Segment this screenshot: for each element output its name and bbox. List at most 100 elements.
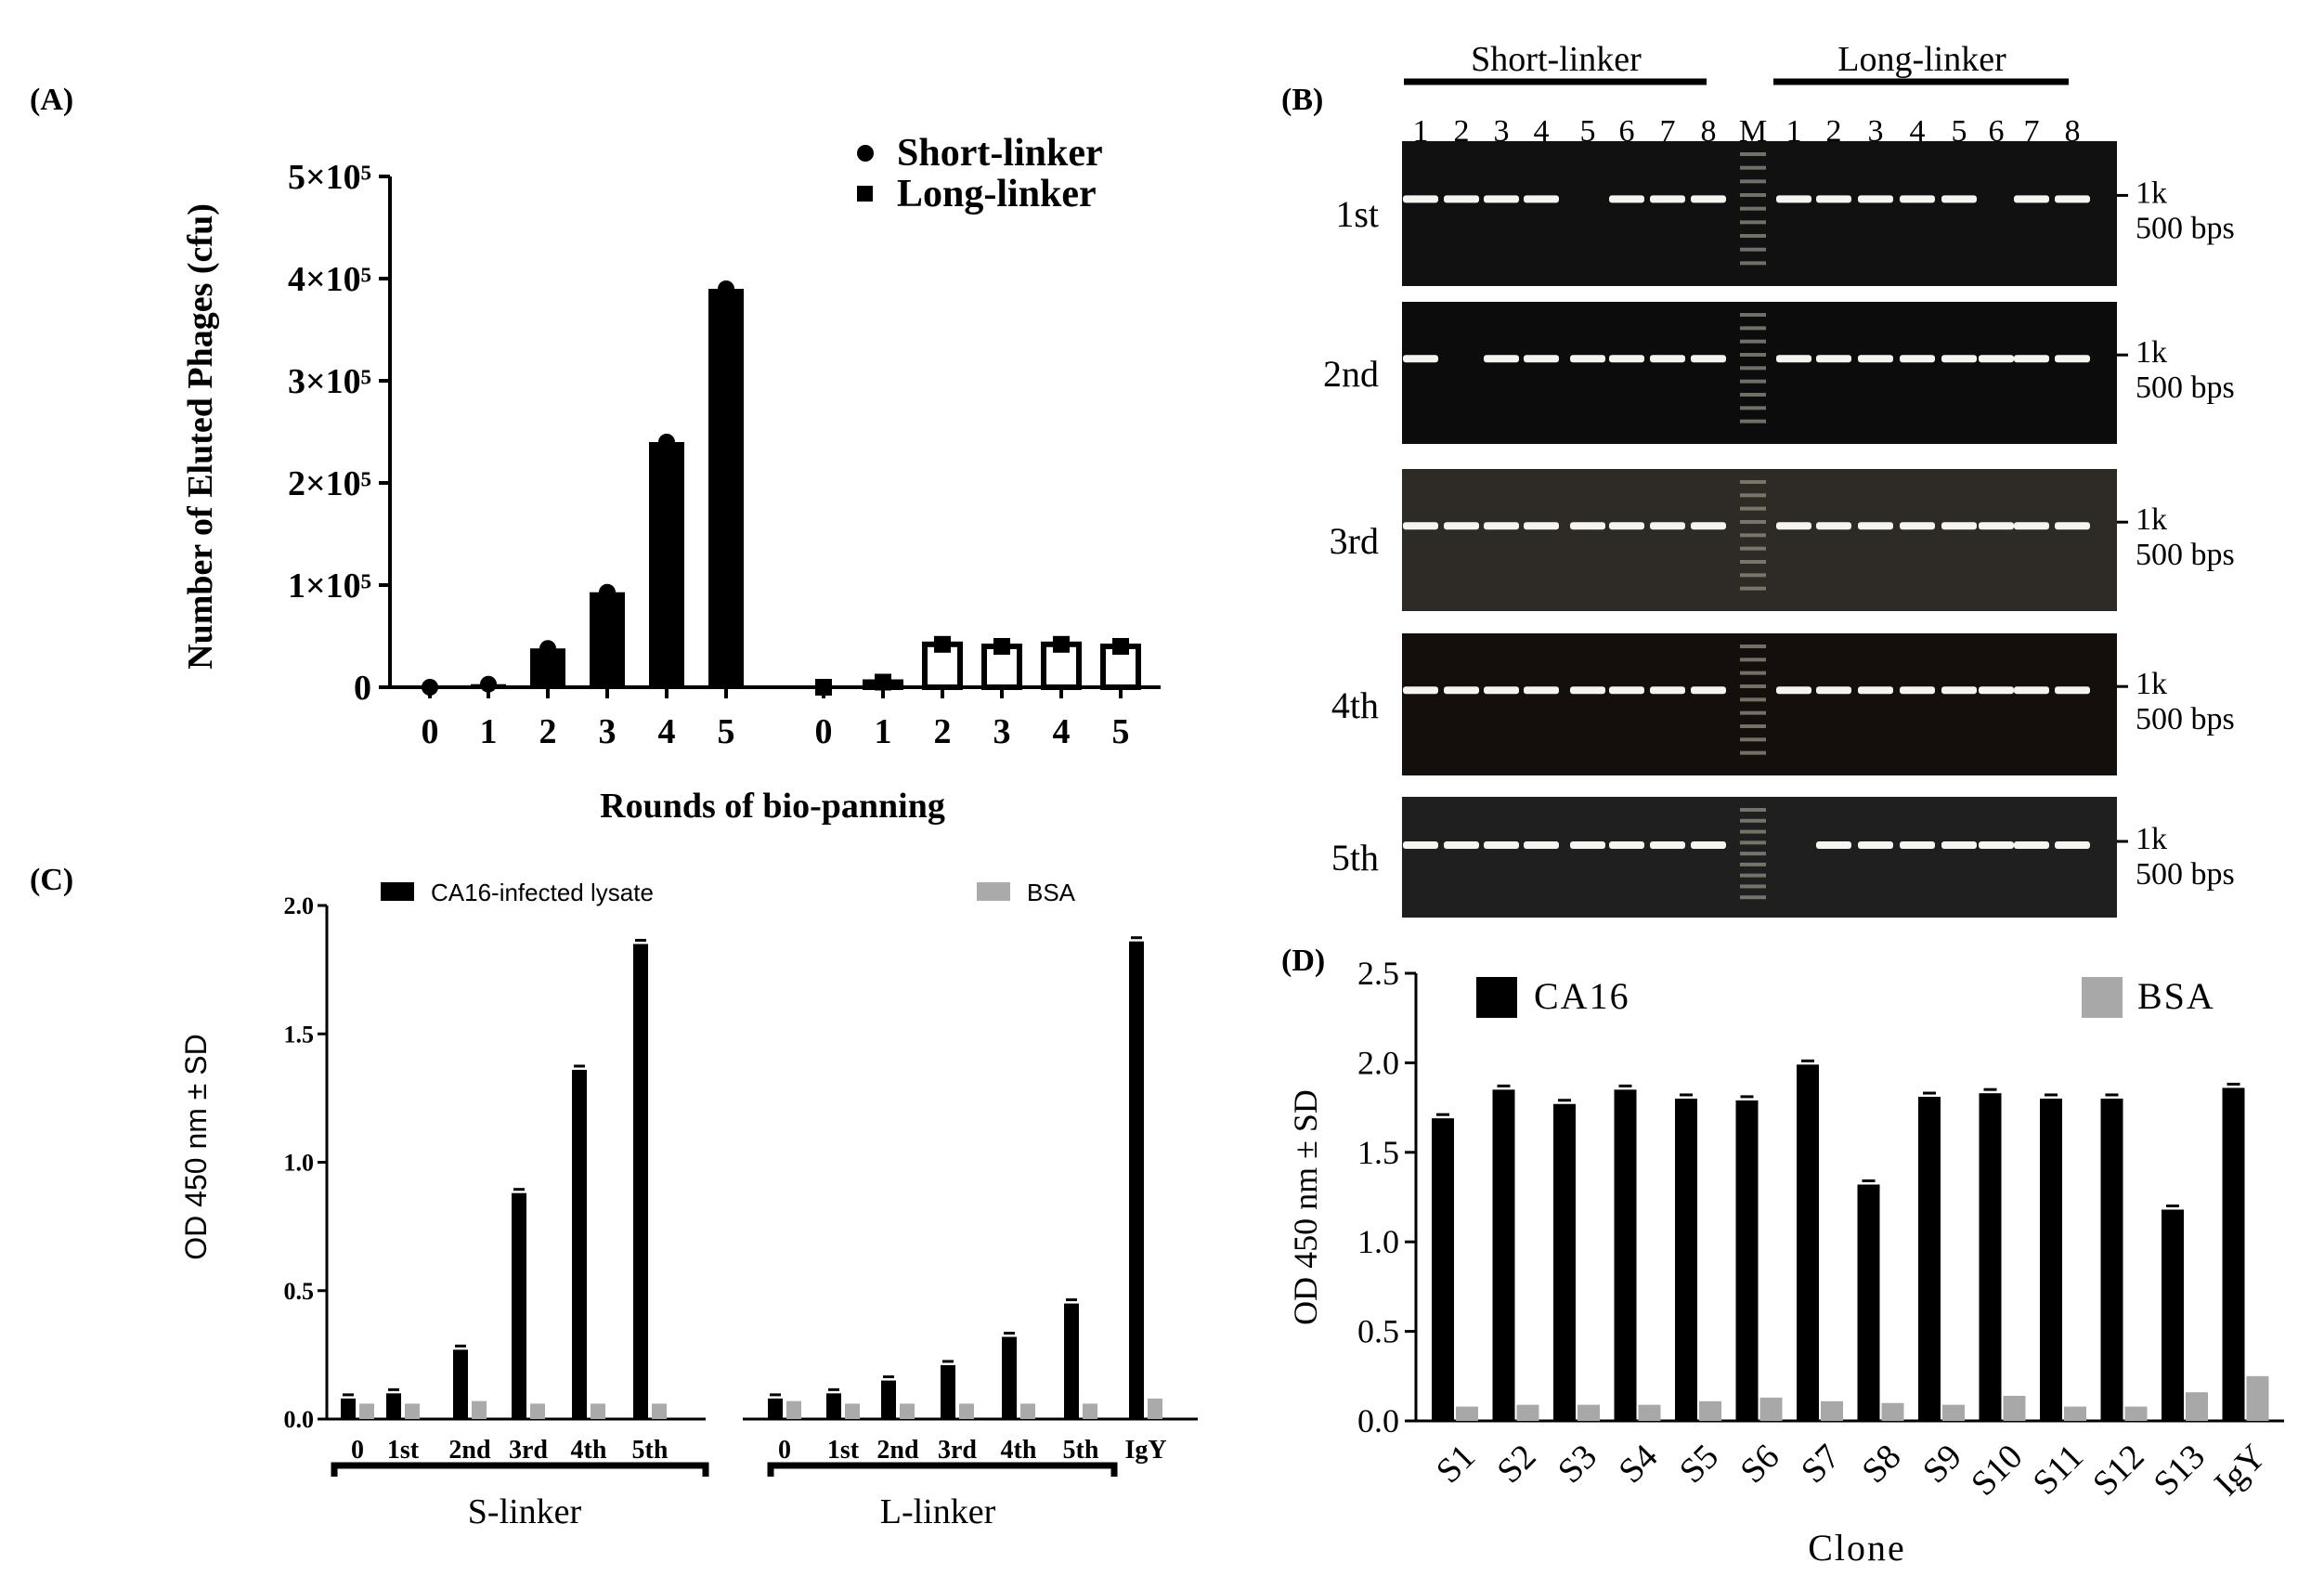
point-long-linker [934, 635, 951, 653]
marker-ladder-band [1740, 152, 1766, 156]
marker-ladder-band [1740, 852, 1766, 856]
marker-ladder-band [1740, 493, 1766, 498]
dna-band [1484, 522, 1519, 530]
dna-band [1484, 355, 1519, 363]
marker-ladder-band [1740, 247, 1766, 252]
point-long-linker [875, 673, 891, 691]
panel-b-label: (B) [1281, 83, 1323, 117]
x-tick-label: 1st [827, 1436, 860, 1465]
bar-bsa [530, 1403, 545, 1419]
dna-band [2014, 686, 2049, 695]
bar-bsa [405, 1403, 420, 1419]
dna-band [1570, 841, 1605, 849]
dna-band [2055, 195, 2090, 203]
y-tick-label: 0.5 [1357, 1313, 1399, 1350]
dna-band [1776, 686, 1811, 695]
dna-band [1609, 195, 1644, 203]
x-tick-label: 4 [1053, 712, 1071, 751]
legend-ca16-lysate-label: CA16-infected lysate [431, 879, 654, 906]
marker-500bps-label: 500 bps [2136, 857, 2235, 892]
dna-band [1691, 841, 1726, 849]
x-tick-label: 2 [539, 712, 557, 751]
bar-bsa [959, 1403, 974, 1419]
marker-1k-label: 1k [2136, 335, 2167, 370]
dna-band [2055, 841, 2090, 849]
dna-band [1570, 522, 1605, 530]
group-l-linker-label: L-linker [880, 1492, 996, 1531]
legend-ca16-lysate-swatch [381, 882, 414, 901]
bar-bsa [1020, 1403, 1035, 1419]
gel-row-label: 2nd [1323, 353, 1379, 395]
dna-band [1444, 686, 1479, 695]
y-tick-label: 1.0 [284, 1150, 315, 1177]
gel-lane-label: 5 [1580, 114, 1596, 149]
dna-band [1570, 355, 1605, 363]
dna-band [1609, 686, 1644, 695]
y-tick-label: 1.5 [284, 1021, 315, 1048]
panel-d-y-axis-label: OD 450 nm ± SD [1287, 1089, 1324, 1325]
dna-band [1816, 522, 1851, 530]
marker-ladder-band [1740, 884, 1766, 889]
gel-lane-label: 7 [1660, 114, 1676, 149]
bar-ca16-lysate [572, 1069, 587, 1419]
marker-ladder-band [1740, 750, 1766, 755]
bar-ca16 [2162, 1209, 2184, 1421]
bar-ca16-lysate [341, 1398, 356, 1419]
legend-bsa-swatch [2082, 977, 2123, 1018]
x-tick-label: 5th [1063, 1436, 1099, 1465]
y-tick-label: 2.0 [284, 892, 315, 919]
legend-ca16-label: CA16 [1534, 975, 1630, 1017]
panel-c-label: (C) [30, 863, 73, 897]
gel-row-5 [1402, 797, 2117, 918]
dna-band [1858, 841, 1893, 849]
marker-500bps-label: 500 bps [2136, 538, 2235, 572]
dna-band [1444, 522, 1479, 530]
bar-bsa [1821, 1400, 1843, 1421]
marker-ladder-band [1740, 179, 1766, 184]
gel-lane-label: 2 [1454, 114, 1470, 149]
bar-ca16 [2100, 1098, 2123, 1421]
marker-ladder-band [1740, 313, 1766, 317]
bar-ca16 [2222, 1088, 2245, 1421]
marker-ladder-band [1740, 165, 1766, 170]
gel-lane-label: 1 [1786, 114, 1802, 149]
marker-ladder-band [1740, 724, 1766, 728]
x-tick-label: 5 [1112, 712, 1130, 751]
bar-bsa [1699, 1400, 1721, 1421]
legend-long-linker-label: Long-linker [897, 173, 1097, 215]
marker-ladder-band [1740, 520, 1766, 524]
x-tick-label: 2 [934, 712, 952, 751]
point-short-linker [658, 434, 675, 450]
dna-band [1403, 522, 1438, 530]
bar-ca16-lysate [386, 1393, 401, 1419]
marker-ladder-band [1740, 480, 1766, 484]
gel-lane-label: 1 [1413, 114, 1429, 149]
bar-bsa [1456, 1406, 1478, 1421]
marker-ladder-band [1740, 645, 1766, 648]
bar-ca16-lysate [512, 1192, 526, 1419]
dna-band [1900, 355, 1935, 363]
x-tick-label: 1 [875, 712, 892, 751]
dna-band [1816, 841, 1851, 849]
dna-band [2055, 522, 2090, 530]
marker-ladder-band [1740, 379, 1766, 384]
bar-ca16-lysate [633, 944, 648, 1419]
dna-band [1484, 686, 1519, 695]
bar-bsa [2064, 1406, 2086, 1421]
panel-a-plot: 0 1×10⁵ 2×10⁵ 3×10⁵ 4×10⁵ 5×10⁵ 0 1 2 3 4 5 0 1 2 3 4 5 [288, 158, 1161, 751]
x-tick-label: 0 [351, 1436, 364, 1465]
dna-band [1444, 195, 1479, 203]
dna-band [1858, 686, 1893, 695]
bar-bsa [1881, 1402, 1904, 1421]
dna-band [1444, 841, 1479, 849]
dna-band [1691, 195, 1726, 203]
gel-row-label: 5th [1331, 837, 1379, 879]
y-tick-label: 1×10⁵ [288, 567, 371, 606]
legend-bsa-label: BSA [1027, 879, 1076, 906]
dna-band [1858, 522, 1893, 530]
y-tick-label: 3×10⁵ [288, 362, 371, 401]
bar-ca16-lysate [1002, 1336, 1017, 1419]
